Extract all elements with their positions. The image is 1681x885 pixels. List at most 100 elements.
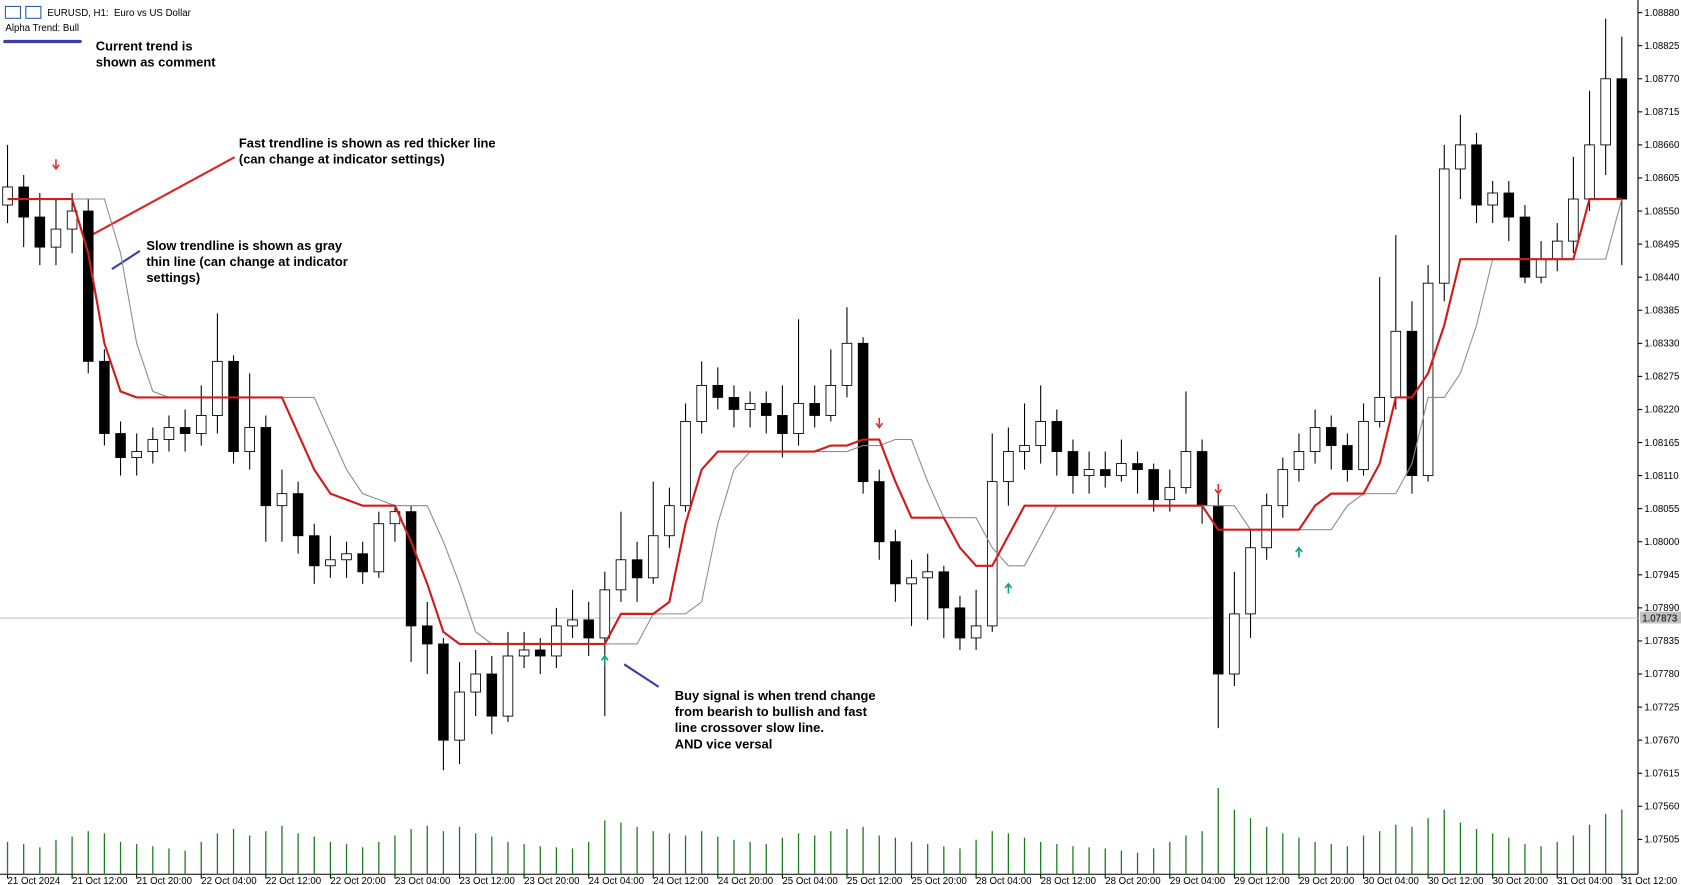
x-tick-label: 30 Oct 20:00: [1493, 876, 1548, 885]
candle-body: [308, 535, 320, 567]
candle-body: [454, 691, 465, 741]
y-tick-label: 1.07670: [1644, 735, 1679, 746]
candle-body: [292, 493, 304, 537]
annotation-line: line crossover slow line.: [675, 720, 824, 735]
current-price-label: 1.07873: [1642, 613, 1677, 624]
candle-body: [1051, 421, 1063, 452]
candle-body: [115, 433, 126, 458]
candle-body: [518, 649, 530, 657]
candle-body: [857, 342, 869, 483]
x-tick-label: 29 Oct 12:00: [1234, 876, 1289, 885]
candle-body: [1116, 463, 1127, 477]
candle-body: [1212, 505, 1224, 675]
icon: [25, 5, 42, 19]
candle-body: [228, 360, 239, 452]
candle-body: [728, 397, 740, 410]
candle-body: [922, 571, 933, 579]
x-tick-label: 23 Oct 20:00: [524, 876, 579, 885]
candle-body: [986, 481, 998, 627]
x-tick-label: 31 Oct 12:00: [1622, 876, 1677, 885]
candle-body: [405, 511, 417, 627]
annotation-line: from bearish to bullish and fast: [675, 704, 868, 719]
candle-body: [212, 360, 223, 416]
buy-signal: [1004, 582, 1013, 594]
candle-body: [131, 451, 142, 458]
annotation-line: Buy signal is when trend change: [675, 688, 876, 703]
chart-title: EURUSD, H1: Euro vs US Dollar: [47, 8, 191, 19]
comment: Alpha Trend: Bull: [5, 23, 79, 34]
candle-body: [1342, 445, 1353, 471]
candle-body: [1067, 451, 1079, 477]
x-tick-label: 28 Oct 04:00: [976, 876, 1031, 885]
candle-body: [1003, 451, 1014, 483]
x-tick-label: 24 Oct 04:00: [589, 876, 644, 885]
x-tick-label: 23 Oct 12:00: [460, 876, 515, 885]
y-tick-label: 1.08660: [1644, 140, 1679, 151]
candle-body: [760, 403, 772, 416]
candle-body: [1455, 144, 1466, 170]
candle-body: [1519, 216, 1531, 278]
x-tick-label: 29 Oct 04:00: [1170, 876, 1225, 885]
y-tick-label: 1.08220: [1644, 405, 1679, 416]
candle-body: [534, 649, 546, 657]
x-tick-label: 24 Oct 20:00: [718, 876, 773, 885]
y-tick-label: 1.08605: [1644, 173, 1679, 184]
y-tick-label: 1.08440: [1644, 272, 1679, 283]
pointer: [87, 156, 236, 238]
y-tick-label: 1.08385: [1644, 305, 1679, 316]
x-tick-label: 25 Oct 20:00: [912, 876, 967, 885]
x-tick-label: 23 Oct 04:00: [395, 876, 450, 885]
candle-body: [1406, 330, 1418, 477]
candle-body: [1600, 78, 1611, 146]
annotation: Current trend is shown as comment: [96, 39, 216, 70]
annotation-line: Current trend is: [96, 39, 193, 54]
candle-body: [825, 384, 837, 416]
x-tick-label: 21 Oct 20:00: [137, 876, 192, 885]
candle-body: [1503, 192, 1515, 218]
y-tick-label: 1.07835: [1644, 636, 1679, 647]
sell-signal: [52, 159, 60, 171]
y-tick-label: 1.07560: [1644, 802, 1679, 813]
buy-signal: [600, 654, 609, 666]
candle-body: [841, 342, 853, 386]
candle-body: [680, 421, 691, 507]
annotation-line: thin line (can change at indicator: [146, 254, 347, 269]
y-tick-label: 1.08880: [1644, 8, 1679, 19]
underline: [3, 39, 82, 44]
x-tick-label: 30 Oct 04:00: [1364, 876, 1419, 885]
candle-body: [1471, 144, 1482, 206]
candle-body: [325, 559, 336, 567]
annotation-line: Slow trendline is shown as gray: [146, 238, 343, 253]
candle-body: [1584, 144, 1595, 200]
annotation-line: settings): [146, 270, 200, 285]
y-tick-label: 1.07505: [1644, 835, 1679, 846]
candle-body: [1180, 451, 1192, 489]
y-tick-label: 1.08275: [1644, 372, 1679, 383]
candle-body: [66, 210, 78, 230]
icon: [4, 5, 21, 19]
y-tick-label: 1.08715: [1644, 107, 1679, 118]
candle-body: [1535, 258, 1547, 278]
x-tick-label: 21 Oct 2024: [8, 876, 61, 885]
candle-body: [357, 553, 368, 573]
y-tick-label: 1.07780: [1644, 669, 1679, 680]
candle-body: [696, 384, 707, 422]
y-tick-label: 1.08055: [1644, 504, 1679, 515]
candle-body: [276, 493, 288, 507]
y-tick-label: 1.08550: [1644, 206, 1679, 217]
candle-body: [744, 403, 756, 410]
candle-body: [1099, 469, 1111, 477]
candle-body: [1164, 487, 1176, 501]
x-tick-label: 21 Oct 12:00: [72, 876, 127, 885]
candle-body: [1196, 451, 1208, 507]
annotation: Buy signal is when trend change from bea…: [675, 688, 876, 751]
candle-body: [647, 535, 659, 579]
candle-body: [99, 360, 110, 434]
y-tick-label: 1.08000: [1644, 537, 1679, 548]
candle-body: [179, 427, 191, 434]
annotation: Fast trendline is shown as red thicker l…: [239, 135, 496, 166]
candle-body: [34, 216, 46, 248]
candle-body: [1568, 198, 1579, 242]
candle-body: [244, 427, 255, 452]
